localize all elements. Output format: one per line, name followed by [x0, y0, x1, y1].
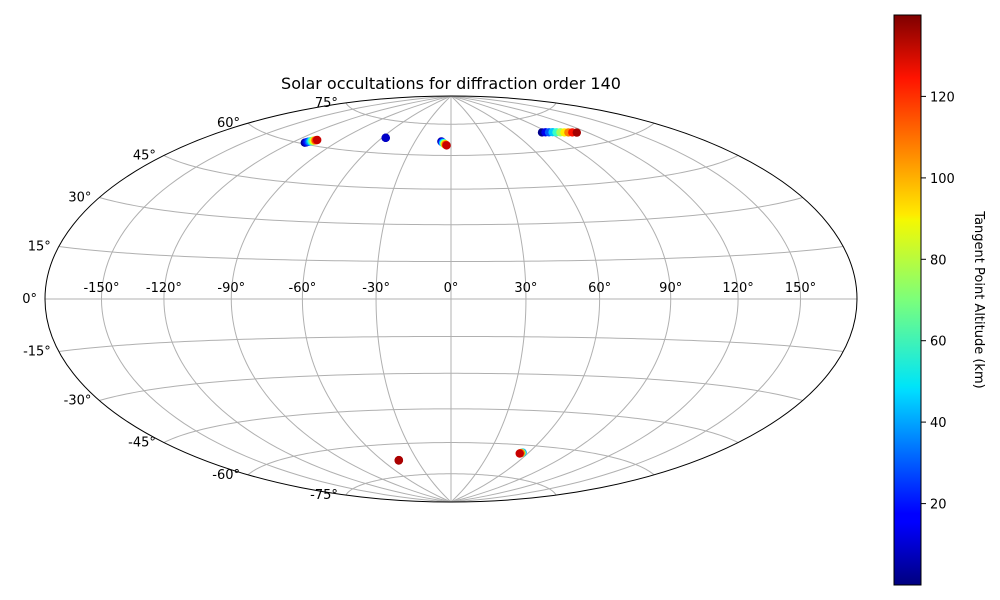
occultation-point — [515, 449, 524, 458]
x-tick-label: -150° — [83, 281, 119, 296]
occultation-point — [442, 141, 451, 150]
x-tick-label: -90° — [217, 281, 245, 296]
x-tick-label: -60° — [289, 281, 317, 296]
y-tick-label: 60° — [217, 116, 240, 131]
y-tick-labels: 75° 60° 45° 30° 15° 0° -15° -30° -45° -60° -75° — [22, 96, 338, 503]
graticule-grid — [45, 96, 857, 502]
occultation-point — [394, 455, 404, 465]
x-tick-label: -120° — [146, 281, 182, 296]
x-tick-label: 0° — [444, 281, 459, 296]
x-tick-label: 60° — [588, 281, 611, 296]
colorbar-label: Tangent Point Altitude (km) — [971, 210, 986, 388]
parallel-line — [58, 245, 844, 263]
occultation-point — [381, 133, 390, 142]
plot-boundary — [44, 95, 858, 503]
y-tick-label: 45° — [133, 149, 156, 164]
parallel-line — [99, 197, 803, 226]
y-tick-label: 0° — [22, 292, 37, 307]
x-tick-label: 90° — [659, 281, 682, 296]
x-tick-label: 150° — [785, 281, 816, 296]
parallel-line — [99, 372, 803, 401]
x-tick-label: -30° — [362, 281, 390, 296]
colorbar-ticks: 20 40 60 80 100 120 — [921, 90, 955, 513]
y-tick-label: -45° — [128, 436, 156, 451]
parallel-line — [58, 335, 844, 353]
x-tick-label: 30° — [514, 281, 537, 296]
parallel-line — [247, 442, 655, 476]
colorbar-tick-label: 40 — [930, 416, 947, 431]
colorbar-tick-label: 60 — [930, 335, 947, 350]
chart-title: Solar occultations for diffraction order… — [281, 74, 621, 93]
occultation-point — [313, 135, 322, 145]
y-tick-label: 30° — [68, 191, 91, 206]
colorbar-tick-label: 80 — [930, 253, 947, 268]
colorbar-tick-label: 100 — [930, 172, 955, 187]
x-tick-label: 120° — [722, 281, 753, 296]
occultation-point — [572, 128, 581, 137]
y-tick-label: 15° — [28, 240, 51, 255]
colorbar-tick-label: 20 — [930, 498, 947, 513]
colorbar-tick-label: 120 — [930, 90, 955, 105]
x-tick-labels: -150° -120° -90° -60° -30° 0° 30° 60° 90° 120° 150… — [83, 281, 816, 296]
colorbar — [893, 14, 922, 586]
y-tick-label: -15° — [23, 345, 51, 360]
y-tick-label: -30° — [64, 394, 92, 409]
parallel-line — [345, 102, 557, 125]
parallel-line — [163, 155, 739, 190]
y-tick-label: 75° — [315, 96, 338, 111]
parallel-line — [345, 473, 557, 496]
parallel-line — [163, 408, 739, 443]
data-points — [300, 128, 581, 465]
y-tick-label: -75° — [310, 488, 338, 503]
y-tick-label: -60° — [212, 468, 240, 483]
parallel-line — [247, 122, 655, 156]
